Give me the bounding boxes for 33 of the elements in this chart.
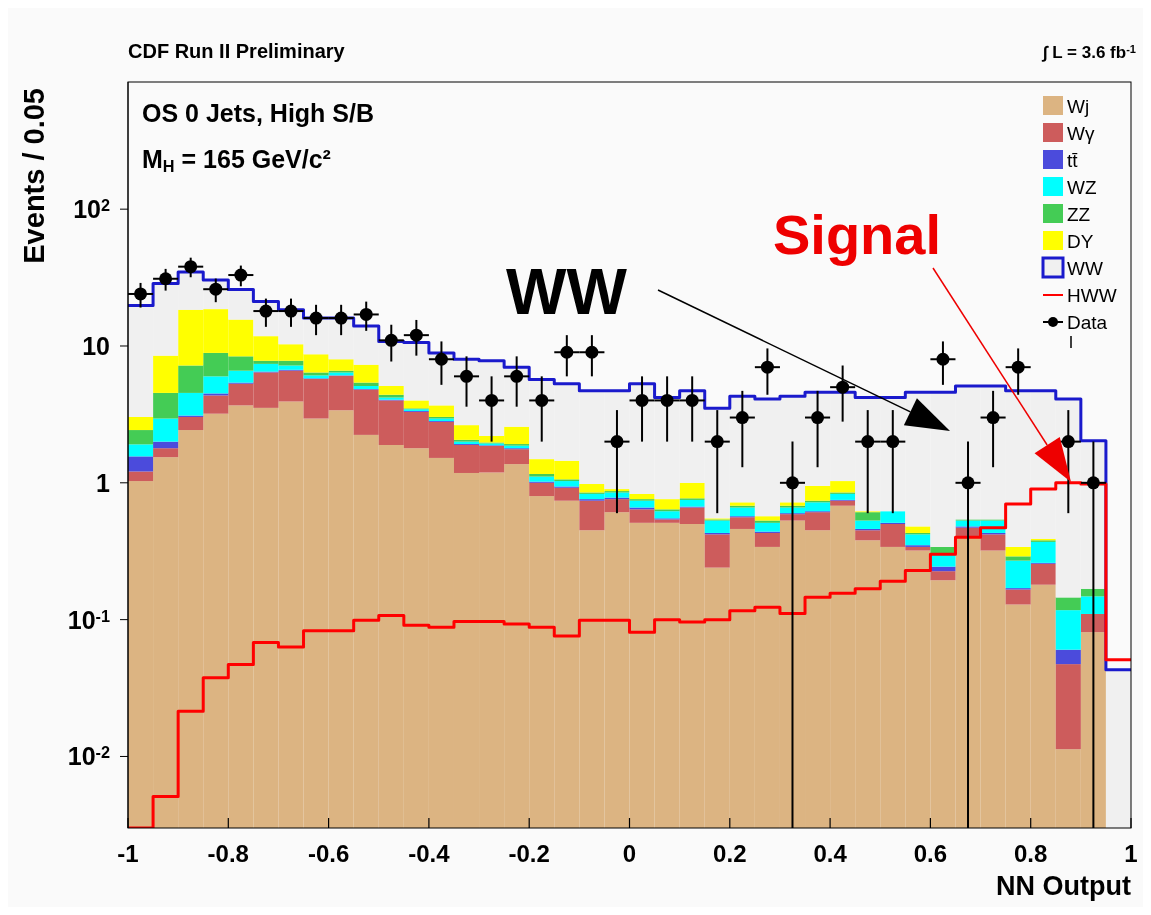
x-tick-label: 0.2 bbox=[713, 840, 747, 867]
x-tick-label: 0.6 bbox=[913, 840, 948, 867]
x-axis-title: NN Output bbox=[996, 871, 1131, 901]
x-tick-label: 0 bbox=[622, 840, 637, 867]
y-tick-label: 10$^{2}$ bbox=[73, 195, 110, 224]
legend-label: HWW bbox=[1067, 285, 1117, 306]
x-tick-label: 0.8 bbox=[1014, 840, 1048, 867]
chart-title: CDF Run II Preliminary bbox=[128, 40, 346, 62]
annotation: M$_{H}$ = 165 GeV/c² bbox=[142, 145, 331, 175]
x-tick-label: 0.4 bbox=[813, 840, 848, 867]
annotation: Signal bbox=[773, 203, 942, 266]
y-axis-title: Events / 0.05 bbox=[18, 88, 50, 264]
legend-label: WZ bbox=[1067, 177, 1097, 198]
x-tick-label: -0.6 bbox=[307, 840, 350, 867]
x-tick-label: -0.8 bbox=[207, 840, 249, 867]
y-tick-label: 1 bbox=[96, 468, 111, 497]
legend-label: Wj bbox=[1067, 96, 1090, 117]
legend-label: WW bbox=[1067, 258, 1103, 279]
y-tick-label: 10 bbox=[82, 331, 110, 360]
x-tick-label: -1 bbox=[117, 840, 139, 867]
legend-label: Data bbox=[1067, 312, 1108, 333]
y-tick-label: 10$^{-1}$ bbox=[67, 605, 110, 634]
annotation: WW bbox=[506, 256, 628, 328]
legend-label: Wγ bbox=[1067, 123, 1095, 144]
x-tick-label: 1 bbox=[1124, 840, 1138, 867]
legend-label: ZZ bbox=[1067, 204, 1091, 225]
x-tick-label: -0.4 bbox=[408, 840, 451, 867]
legend-label: tt̄ bbox=[1067, 150, 1079, 171]
x-tick-label: -0.2 bbox=[508, 840, 550, 867]
y-tick-label: 10$^{-2}$ bbox=[67, 742, 110, 771]
annotation: OS 0 Jets, High S/B bbox=[142, 99, 375, 127]
legend-label: DY bbox=[1067, 231, 1094, 252]
text: ∫ L = 3.6 fb$^{-1}$ bbox=[1040, 43, 1136, 62]
